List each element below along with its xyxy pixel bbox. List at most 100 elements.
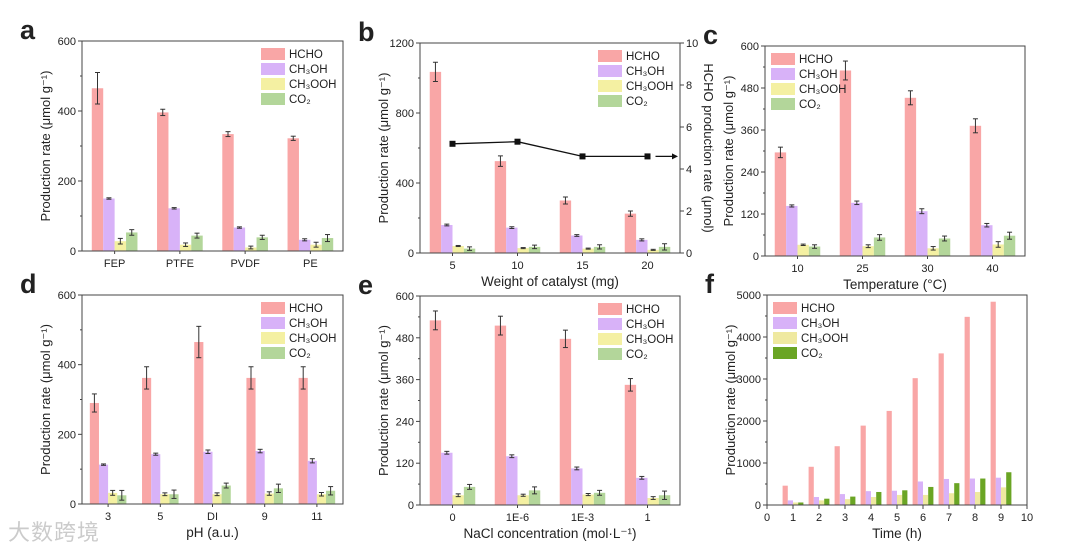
bar-chooh bbox=[992, 244, 1004, 256]
legend-label: CH₃OH bbox=[289, 318, 328, 330]
right-axis-arrow-icon bbox=[672, 153, 678, 160]
legend-swatch bbox=[598, 303, 622, 315]
bar-choh bbox=[995, 477, 1001, 505]
bar-choh bbox=[571, 235, 583, 253]
error-bar bbox=[160, 108, 166, 117]
error-bar bbox=[455, 244, 461, 248]
error-bar bbox=[432, 310, 438, 331]
y-tick-label: 360 bbox=[741, 125, 759, 137]
x-tick-label: 1E-6 bbox=[506, 512, 529, 524]
y-tick-label: 5000 bbox=[737, 290, 761, 302]
legend-swatch bbox=[773, 317, 797, 329]
legend-label: CO₂ bbox=[289, 348, 311, 360]
legend-swatch bbox=[261, 93, 285, 105]
bar-choh bbox=[203, 451, 213, 504]
y-tick-label: 200 bbox=[58, 176, 76, 188]
error-bar bbox=[509, 226, 515, 229]
error-bar bbox=[662, 490, 668, 500]
y-tick-label: 240 bbox=[396, 416, 414, 428]
error-bar bbox=[520, 247, 526, 250]
legend-label: CO₂ bbox=[626, 349, 648, 361]
bar-hcho bbox=[860, 425, 866, 505]
bar-chooh bbox=[212, 494, 222, 504]
bar-hcho bbox=[287, 138, 299, 251]
x-tick-label: 40 bbox=[986, 263, 998, 275]
x-tick-label: 9 bbox=[262, 511, 268, 523]
legend-swatch bbox=[261, 78, 285, 90]
chart-panel-c: 0 120 240 360 480 600 10 25 30 40 HCHO CH₃OH CH₃OOH C… bbox=[703, 20, 1026, 292]
y-tick-label: 1000 bbox=[737, 458, 761, 470]
bar-chooh bbox=[927, 248, 939, 256]
x-tick-label: PVDF bbox=[230, 258, 260, 270]
legend-swatch bbox=[773, 347, 797, 359]
y2-tick-label: 2 bbox=[686, 206, 692, 218]
y2-tick-label: 0 bbox=[686, 248, 692, 260]
x-tick-label: 5 bbox=[449, 260, 455, 272]
error-bar bbox=[144, 366, 150, 390]
bar-co bbox=[954, 483, 960, 505]
error-bar bbox=[300, 366, 306, 390]
error-bar bbox=[248, 366, 254, 390]
legend-label: CH₃OH bbox=[801, 318, 840, 330]
bar-chooh bbox=[975, 491, 981, 505]
error-bar bbox=[562, 196, 568, 205]
error-bar bbox=[972, 118, 978, 134]
bar-hcho bbox=[990, 301, 996, 505]
bar-co bbox=[876, 491, 882, 505]
x-tick-label: 15 bbox=[576, 260, 588, 272]
error-bar bbox=[94, 72, 100, 105]
error-bar bbox=[110, 489, 116, 496]
legend-label: HCHO bbox=[289, 303, 323, 315]
x-tick-label: 0 bbox=[764, 512, 770, 524]
watermark: 大数跨境 bbox=[8, 521, 101, 546]
bar-hcho bbox=[559, 200, 572, 253]
error-bar bbox=[919, 208, 925, 215]
y-tick-label: 400 bbox=[58, 106, 76, 118]
bar-co bbox=[928, 486, 934, 505]
x-tick-label: 6 bbox=[920, 512, 926, 524]
bar-hcho bbox=[912, 378, 918, 505]
bar-chooh bbox=[517, 495, 529, 505]
error-bar bbox=[223, 482, 229, 489]
y2-axis-label: HCHO production rate (μmol) bbox=[701, 63, 716, 232]
bar-hcho bbox=[624, 384, 637, 505]
error-bar bbox=[532, 244, 538, 250]
error-bar bbox=[562, 329, 568, 349]
x-axis-label: Temperature (°C) bbox=[843, 277, 947, 292]
error-bar bbox=[171, 207, 177, 210]
legend-label: CH₃OH bbox=[289, 64, 328, 76]
x-axis-label: Time (h) bbox=[872, 526, 922, 541]
error-bar bbox=[930, 246, 936, 251]
bar-co bbox=[902, 490, 908, 505]
error-bar bbox=[248, 245, 254, 250]
bar-hcho bbox=[624, 213, 637, 253]
bar-chooh bbox=[845, 499, 851, 505]
panel-label: b bbox=[358, 17, 375, 47]
legend-swatch bbox=[261, 302, 285, 314]
bar-hcho bbox=[774, 152, 787, 256]
y-tick-label: 600 bbox=[58, 290, 76, 302]
bar-chooh bbox=[897, 494, 903, 505]
legend-swatch bbox=[598, 80, 622, 92]
legend-swatch bbox=[598, 65, 622, 77]
legend-swatch bbox=[261, 63, 285, 75]
bar-chooh bbox=[160, 494, 170, 504]
legend-label: CO₂ bbox=[801, 348, 823, 360]
y-tick-label: 600 bbox=[396, 291, 414, 303]
bar-chooh bbox=[647, 249, 659, 253]
bar-choh bbox=[506, 227, 518, 253]
error-bar bbox=[532, 486, 538, 495]
bar-hcho bbox=[782, 485, 788, 505]
legend-swatch bbox=[773, 332, 797, 344]
panel-label: e bbox=[358, 270, 373, 300]
bar-choh bbox=[441, 452, 453, 505]
bar-co bbox=[1006, 472, 1012, 505]
bar-choh bbox=[98, 464, 109, 504]
legend-swatch bbox=[261, 332, 285, 344]
error-bar bbox=[942, 235, 948, 242]
error-bar bbox=[995, 241, 1001, 248]
bar-choh bbox=[916, 211, 928, 256]
bar-choh bbox=[917, 481, 923, 505]
panel-label: a bbox=[20, 15, 36, 45]
error-bar bbox=[257, 448, 263, 454]
